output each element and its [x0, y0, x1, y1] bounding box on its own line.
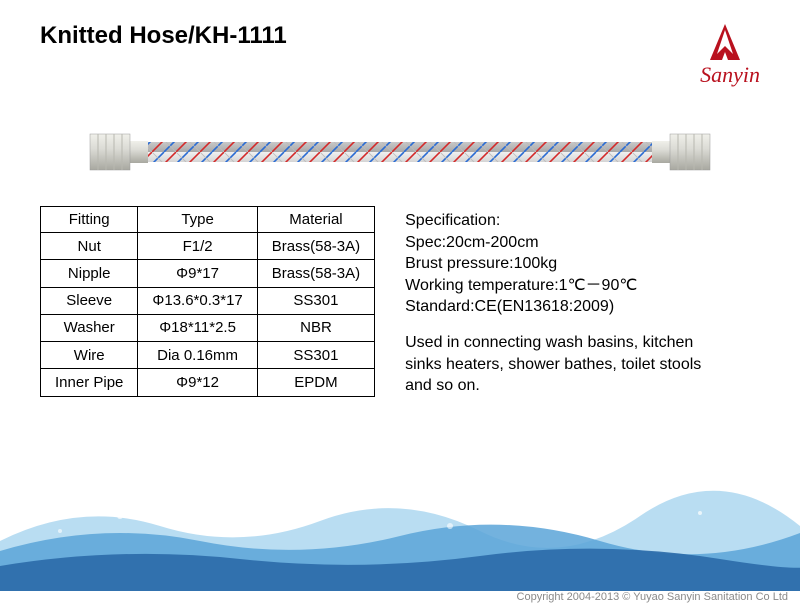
table-cell: Dia 0.16mm — [138, 342, 257, 369]
table-row: WireDia 0.16mmSS301 — [41, 342, 375, 369]
spec-table: Fitting Type Material NutF1/2Brass(58-3A… — [40, 206, 375, 397]
hose-illustration — [80, 128, 720, 176]
spec-line: Standard:CE(EN13618:2009) — [405, 296, 705, 318]
table-cell: Nipple — [41, 260, 138, 287]
table-row: NippleΦ9*17Brass(58-3A) — [41, 260, 375, 287]
col-fitting: Fitting — [41, 207, 138, 233]
table-body: NutF1/2Brass(58-3A)NippleΦ9*17Brass(58-3… — [41, 233, 375, 397]
table-cell: Φ13.6*0.3*17 — [138, 287, 257, 314]
spec-lines: Spec:20cm-200cmBrust pressure:100kgWorki… — [405, 232, 705, 318]
logo-text: Sanyin — [700, 62, 760, 88]
table-cell: Φ9*17 — [138, 260, 257, 287]
col-material: Material — [257, 207, 374, 233]
table-cell: Wire — [41, 342, 138, 369]
product-image — [0, 88, 800, 196]
water-decoration — [0, 471, 800, 591]
table-cell: Nut — [41, 233, 138, 260]
spec-line: Working temperature:1℃－90℃ — [405, 275, 705, 297]
spec-line: Spec:20cm-200cm — [405, 232, 705, 254]
table-row: SleeveΦ13.6*0.3*17SS301 — [41, 287, 375, 314]
specification-panel: Specification: Spec:20cm-200cmBrust pres… — [405, 206, 705, 397]
copyright-text: Copyright 2004-2013 © Yuyao Sanyin Sanit… — [517, 591, 788, 603]
table-cell: SS301 — [257, 342, 374, 369]
table-cell: SS301 — [257, 287, 374, 314]
table-row: WasherΦ18*11*2.5NBR — [41, 314, 375, 341]
table-cell: NBR — [257, 314, 374, 341]
table-cell: Brass(58-3A) — [257, 260, 374, 287]
spec-heading: Specification: — [405, 210, 705, 232]
table-row: Inner PipeΦ9*12EPDM — [41, 369, 375, 396]
spec-block: Specification: Spec:20cm-200cmBrust pres… — [405, 210, 705, 318]
spec-line: Brust pressure:100kg — [405, 253, 705, 275]
table-cell: Washer — [41, 314, 138, 341]
page-title: Knitted Hose/KH-1111 — [40, 22, 287, 50]
header: Knitted Hose/KH-1111 Sanyin — [0, 0, 800, 88]
content-row: Fitting Type Material NutF1/2Brass(58-3A… — [0, 196, 800, 407]
table-header-row: Fitting Type Material — [41, 207, 375, 233]
table-cell: Φ9*12 — [138, 369, 257, 396]
logo-icon — [700, 22, 760, 66]
table-cell: Sleeve — [41, 287, 138, 314]
brand-logo: Sanyin — [700, 22, 760, 88]
usage-text: Used in connecting wash basins, kitchen … — [405, 332, 705, 397]
table-row: NutF1/2Brass(58-3A) — [41, 233, 375, 260]
table-cell: EPDM — [257, 369, 374, 396]
col-type: Type — [138, 207, 257, 233]
table-cell: Inner Pipe — [41, 369, 138, 396]
table-cell: Φ18*11*2.5 — [138, 314, 257, 341]
table-cell: Brass(58-3A) — [257, 233, 374, 260]
table-cell: F1/2 — [138, 233, 257, 260]
